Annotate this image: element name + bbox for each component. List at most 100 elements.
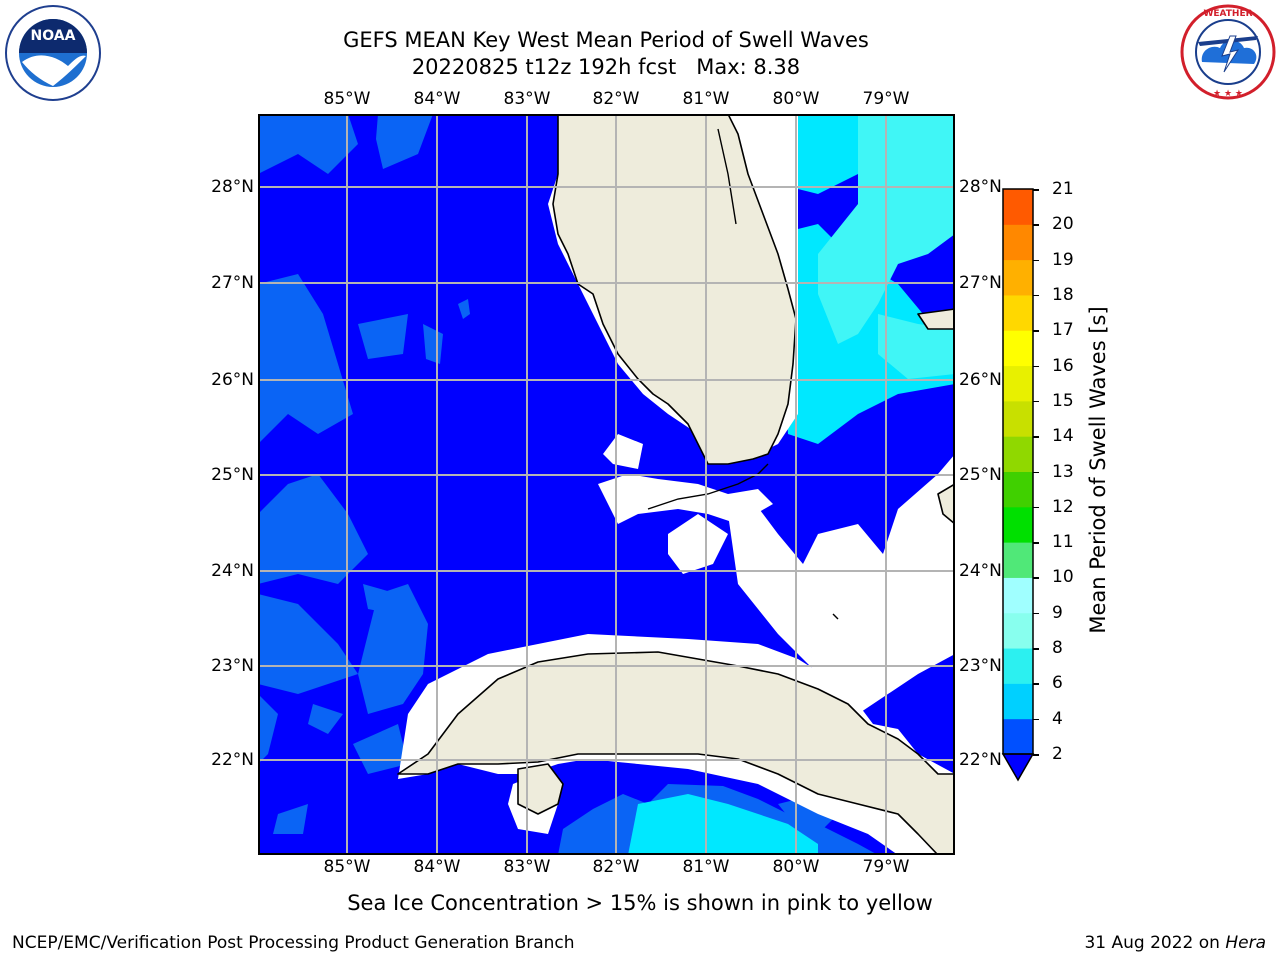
colorbar-band (1003, 683, 1033, 720)
colorbar-tick-label: 10 (1052, 567, 1074, 588)
colorbar-tick-label: 21 (1052, 179, 1074, 199)
colorbar-tick-mark (1033, 683, 1039, 685)
lat-tick-right: 28°N (959, 177, 1002, 197)
colorbar-band (1003, 294, 1033, 331)
colorbar-band (1003, 471, 1033, 508)
colorbar-tick-label: 9 (1052, 602, 1063, 623)
colorbar-band (1003, 577, 1033, 614)
colorbar-tick-mark (1033, 718, 1039, 721)
colorbar-tick-label: 17 (1052, 320, 1074, 341)
svg-text:★ ★ ★: ★ ★ ★ (1213, 89, 1243, 99)
lon-tick-top: 83°W (503, 89, 551, 109)
lat-tick-left: 23°N (211, 656, 254, 676)
lon-tick-bottom: 82°W (592, 857, 640, 877)
lat-tick-right: 23°N (959, 656, 1002, 676)
colorbar-tick-label: 13 (1052, 461, 1074, 482)
colorbar-tick-label: 6 (1052, 673, 1063, 694)
colorbar-tick-mark (1033, 648, 1039, 650)
colorbar-label: Mean Period of Swell Waves [s] (1086, 306, 1110, 634)
colorbar-band (1003, 189, 1033, 225)
nws-logo: WEATHER ★ ★ ★ (1178, 2, 1278, 102)
colorbar-tick-mark (1033, 259, 1039, 262)
colorbar-tick-label: 4 (1052, 708, 1063, 729)
colorbar-tick-mark (1033, 436, 1039, 438)
lat-tick-left: 24°N (211, 561, 254, 581)
map-frame (258, 114, 955, 855)
colorbar-tick-mark (1033, 330, 1039, 332)
colorbar-tick-label: 15 (1052, 390, 1074, 411)
colorbar-tick-mark (1033, 612, 1039, 615)
swell-period-map (258, 113, 956, 856)
colorbar-tick-mark (1033, 294, 1039, 297)
colorbar-svg (1001, 188, 1035, 782)
graticule (258, 114, 955, 855)
colorbar-tick-label: 20 (1052, 214, 1074, 235)
lon-tick-top: 81°W (682, 89, 730, 109)
lon-tick-bottom: 83°W (503, 857, 551, 877)
footer-host: Hera (1225, 933, 1266, 953)
colorbar (1000, 186, 1046, 786)
lon-tick-top: 79°W (862, 89, 910, 109)
svg-text:NOAA: NOAA (31, 28, 76, 44)
colorbar-band (1003, 542, 1033, 578)
colorbar-band (1003, 224, 1033, 261)
colorbar-tick-mark (1033, 365, 1039, 368)
footer-date-text: 31 Aug 2022 on (1084, 933, 1226, 953)
lon-tick-top: 82°W (592, 89, 640, 109)
lat-tick-right: 24°N (959, 561, 1002, 581)
colorbar-band (1003, 365, 1033, 402)
colorbar-tick-label: 18 (1052, 284, 1074, 305)
colorbar-under-extension (1001, 753, 1035, 782)
coastline-keys (647, 128, 839, 620)
colorbar-band (1003, 436, 1033, 472)
lat-tick-left: 22°N (211, 750, 254, 770)
colorbar-tick-mark (1033, 189, 1039, 191)
lat-tick-left: 25°N (211, 465, 254, 485)
colorbar-tick-mark (1033, 400, 1039, 403)
colorbar-band (1003, 718, 1033, 755)
land (397, 113, 956, 856)
sea-ice-note: Sea Ice Concentration > 15% is shown in … (347, 891, 933, 915)
colorbar-tick-mark (1033, 577, 1039, 579)
lat-tick-left: 28°N (211, 177, 254, 197)
lon-tick-top: 80°W (772, 89, 820, 109)
colorbar-tick-mark (1033, 224, 1039, 226)
lat-tick-right: 27°N (959, 273, 1002, 293)
lon-tick-bottom: 84°W (413, 857, 461, 877)
noaa-logo: NOAA (4, 4, 102, 102)
colorbar-tick-mark (1033, 506, 1039, 509)
colorbar-band (1003, 330, 1033, 367)
lon-tick-top: 84°W (413, 89, 461, 109)
colorbar-band (1003, 506, 1033, 543)
lat-tick-right: 25°N (959, 465, 1002, 485)
colorbar-tick-label: 16 (1052, 355, 1074, 376)
lon-tick-bottom: 80°W (772, 857, 820, 877)
lon-tick-bottom: 81°W (682, 857, 730, 877)
colorbar-band (1003, 612, 1033, 649)
map-panel (258, 113, 956, 856)
colorbar-band (1003, 259, 1033, 296)
colorbar-band (1003, 648, 1033, 684)
lat-tick-right: 26°N (959, 370, 1002, 390)
colorbar-ticks: 2 4 6 8 9 10 11 12 13 14 15 16 17 18 19 20 21 (1033, 0, 1112, 960)
lat-tick-left: 26°N (211, 370, 254, 390)
colorbar-tick-mark (1033, 754, 1039, 756)
svg-text:WEATHER: WEATHER (1203, 9, 1252, 19)
colorbar-tick-label: 12 (1052, 496, 1074, 517)
colorbar-tick-label: 14 (1052, 426, 1074, 447)
colorbar-tick-label: 19 (1052, 249, 1074, 270)
lat-tick-right: 22°N (959, 750, 1002, 770)
florida-peninsula (552, 113, 797, 465)
colorbar-tick-mark (1033, 542, 1039, 544)
colorbar-tick-label: 2 (1052, 744, 1063, 764)
lon-tick-top: 85°W (323, 89, 371, 109)
lat-tick-left: 27°N (211, 273, 254, 293)
footer-credit: NCEP/EMC/Verification Post Processing Pr… (12, 933, 575, 953)
colorbar-tick-mark (1033, 471, 1039, 473)
plot-title-line2: 20220825 t12z 192h fcst Max: 8.38 (411, 55, 801, 79)
colorbar-tick-label: 11 (1052, 532, 1074, 553)
plot-title-line1: GEFS MEAN Key West Mean Period of Swell … (343, 28, 869, 52)
footer-date: 31 Aug 2022 on Hera (1084, 933, 1266, 953)
colorbar-tick-label: 8 (1052, 638, 1063, 659)
lon-tick-bottom: 85°W (323, 857, 371, 877)
